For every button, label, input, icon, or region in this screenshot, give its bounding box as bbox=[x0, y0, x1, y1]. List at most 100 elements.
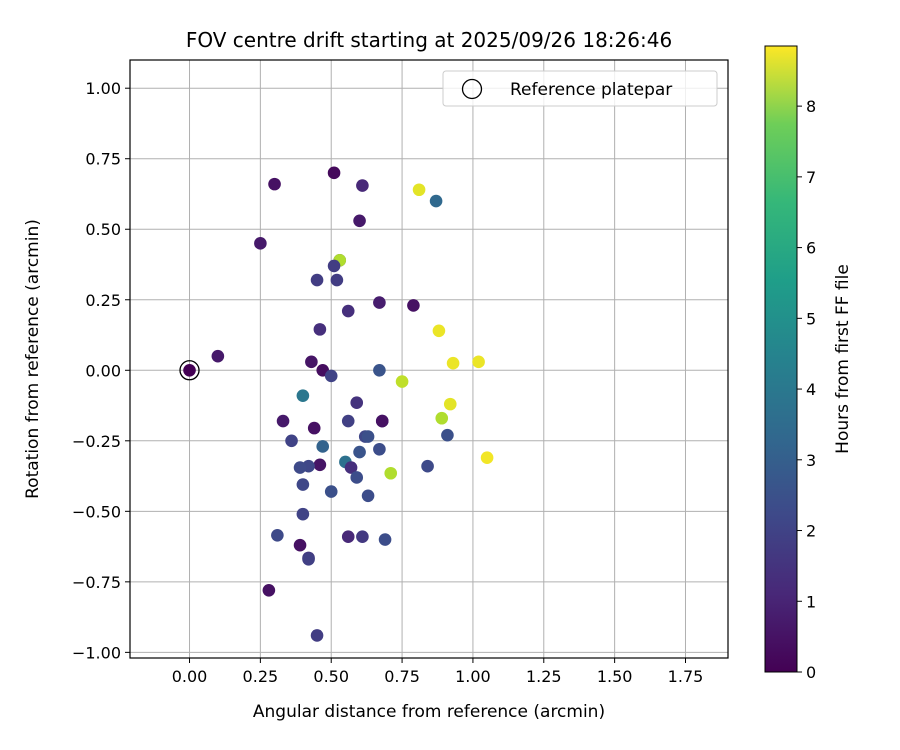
data-point bbox=[361, 489, 375, 503]
x-tick-label: 1.25 bbox=[526, 667, 562, 686]
data-point bbox=[435, 411, 449, 425]
data-point bbox=[353, 214, 366, 228]
data-point bbox=[429, 194, 443, 208]
x-tick-label: 1.75 bbox=[668, 667, 704, 686]
y-tick-label: 0.25 bbox=[85, 291, 121, 310]
data-point bbox=[480, 451, 494, 465]
data-point bbox=[316, 440, 330, 453]
colorbar-tick-label: 0 bbox=[806, 663, 816, 682]
data-point bbox=[285, 434, 298, 448]
reference-marker bbox=[179, 360, 200, 381]
y-tick-label: 0.75 bbox=[85, 150, 121, 169]
y-tick-label: −0.75 bbox=[72, 573, 121, 592]
data-point bbox=[373, 442, 386, 456]
data-point bbox=[421, 459, 434, 473]
data-point bbox=[310, 273, 324, 287]
data-point bbox=[327, 166, 341, 180]
data-point bbox=[324, 369, 338, 383]
colorbar-ticks: 0 1 2 3 4 5 6 7 8 bbox=[797, 97, 816, 682]
x-tick-label: 1.50 bbox=[597, 667, 633, 686]
grid-lines bbox=[130, 60, 728, 658]
data-point bbox=[341, 304, 355, 318]
data-point bbox=[324, 485, 338, 498]
colorbar: 0 1 2 3 4 5 6 7 8 Hours from first FF file bbox=[764, 45, 853, 682]
y-tick-label: 1.00 bbox=[85, 79, 121, 98]
y-tick-label: −0.25 bbox=[72, 432, 121, 451]
data-point bbox=[378, 533, 392, 546]
y-tick-label: −1.00 bbox=[72, 643, 121, 662]
data-point bbox=[472, 355, 485, 369]
reference-point bbox=[183, 363, 196, 377]
legend-box bbox=[442, 70, 718, 107]
x-tick-label: 0.75 bbox=[384, 667, 420, 686]
data-points bbox=[211, 166, 494, 642]
data-point bbox=[307, 421, 321, 435]
reference-ring bbox=[179, 360, 200, 381]
x-axis-label: Angular distance from reference (arcmin) bbox=[253, 702, 605, 722]
colorbar-tick-label: 1 bbox=[806, 592, 816, 611]
data-point bbox=[344, 461, 358, 474]
colorbar-tick-label: 6 bbox=[806, 239, 816, 258]
data-point bbox=[341, 530, 355, 544]
legend-marker-reference bbox=[461, 78, 483, 100]
y-tick-label: −0.50 bbox=[72, 502, 121, 521]
data-point bbox=[432, 324, 446, 338]
data-point bbox=[313, 458, 327, 472]
x-tick-label: 0.25 bbox=[243, 667, 279, 686]
y-axis-ticks: 1.00 0.75 0.50 0.25 0.00 −0.25 −0.50 −0.75 −1.00 bbox=[72, 79, 130, 662]
data-point bbox=[361, 430, 375, 443]
data-point bbox=[268, 177, 281, 191]
data-point bbox=[296, 478, 310, 491]
data-point bbox=[356, 530, 369, 544]
legend-label-reference: Reference platepar bbox=[510, 80, 672, 100]
data-point bbox=[293, 538, 307, 552]
data-point bbox=[254, 237, 267, 250]
data-point bbox=[443, 397, 457, 411]
data-point bbox=[350, 396, 364, 410]
data-point bbox=[327, 259, 341, 273]
data-point bbox=[305, 355, 318, 369]
data-point bbox=[296, 389, 310, 402]
data-point bbox=[296, 507, 310, 521]
colorbar-tick-label: 2 bbox=[806, 522, 816, 541]
data-point bbox=[407, 299, 420, 312]
data-point bbox=[356, 179, 369, 192]
colorbar-tick-label: 7 bbox=[806, 168, 816, 187]
colorbar-tick-label: 3 bbox=[806, 451, 816, 470]
plot-frame bbox=[129, 59, 729, 659]
colorbar-tick-label: 5 bbox=[806, 309, 816, 328]
data-point bbox=[373, 363, 386, 377]
data-point bbox=[293, 461, 307, 474]
data-point bbox=[271, 528, 284, 542]
data-point bbox=[341, 414, 355, 428]
y-axis-label: Rotation from reference (arcmin) bbox=[23, 219, 43, 499]
data-point bbox=[412, 183, 426, 197]
data-point bbox=[262, 584, 276, 597]
data-point bbox=[384, 466, 398, 480]
data-point bbox=[353, 445, 366, 459]
data-point bbox=[313, 323, 327, 336]
colorbar-tick-label: 8 bbox=[806, 97, 816, 116]
data-point bbox=[350, 471, 364, 484]
chart-title: FOV centre drift starting at 2025/09/26 … bbox=[186, 28, 672, 52]
x-tick-label: 1.00 bbox=[455, 667, 491, 686]
data-point bbox=[373, 296, 386, 309]
data-point bbox=[330, 273, 344, 287]
data-point bbox=[375, 414, 389, 428]
data-point bbox=[441, 428, 454, 442]
colorbar-tick-label: 4 bbox=[806, 380, 816, 399]
colorbar-label: Hours from first FF file bbox=[833, 264, 853, 454]
data-point bbox=[446, 356, 460, 370]
data-point bbox=[276, 414, 290, 428]
y-tick-label: 0.00 bbox=[85, 361, 121, 380]
data-point bbox=[211, 349, 225, 363]
data-point bbox=[310, 629, 324, 642]
data-point bbox=[395, 375, 409, 388]
legend: Reference platepar bbox=[442, 70, 718, 107]
x-tick-label: 0.50 bbox=[313, 667, 349, 686]
x-axis-ticks: 0.00 0.25 0.50 0.75 1.00 1.25 1.50 1.75 bbox=[172, 658, 704, 686]
y-tick-label: 0.50 bbox=[85, 220, 121, 239]
colorbar-gradient bbox=[764, 45, 798, 673]
data-point bbox=[302, 552, 315, 566]
